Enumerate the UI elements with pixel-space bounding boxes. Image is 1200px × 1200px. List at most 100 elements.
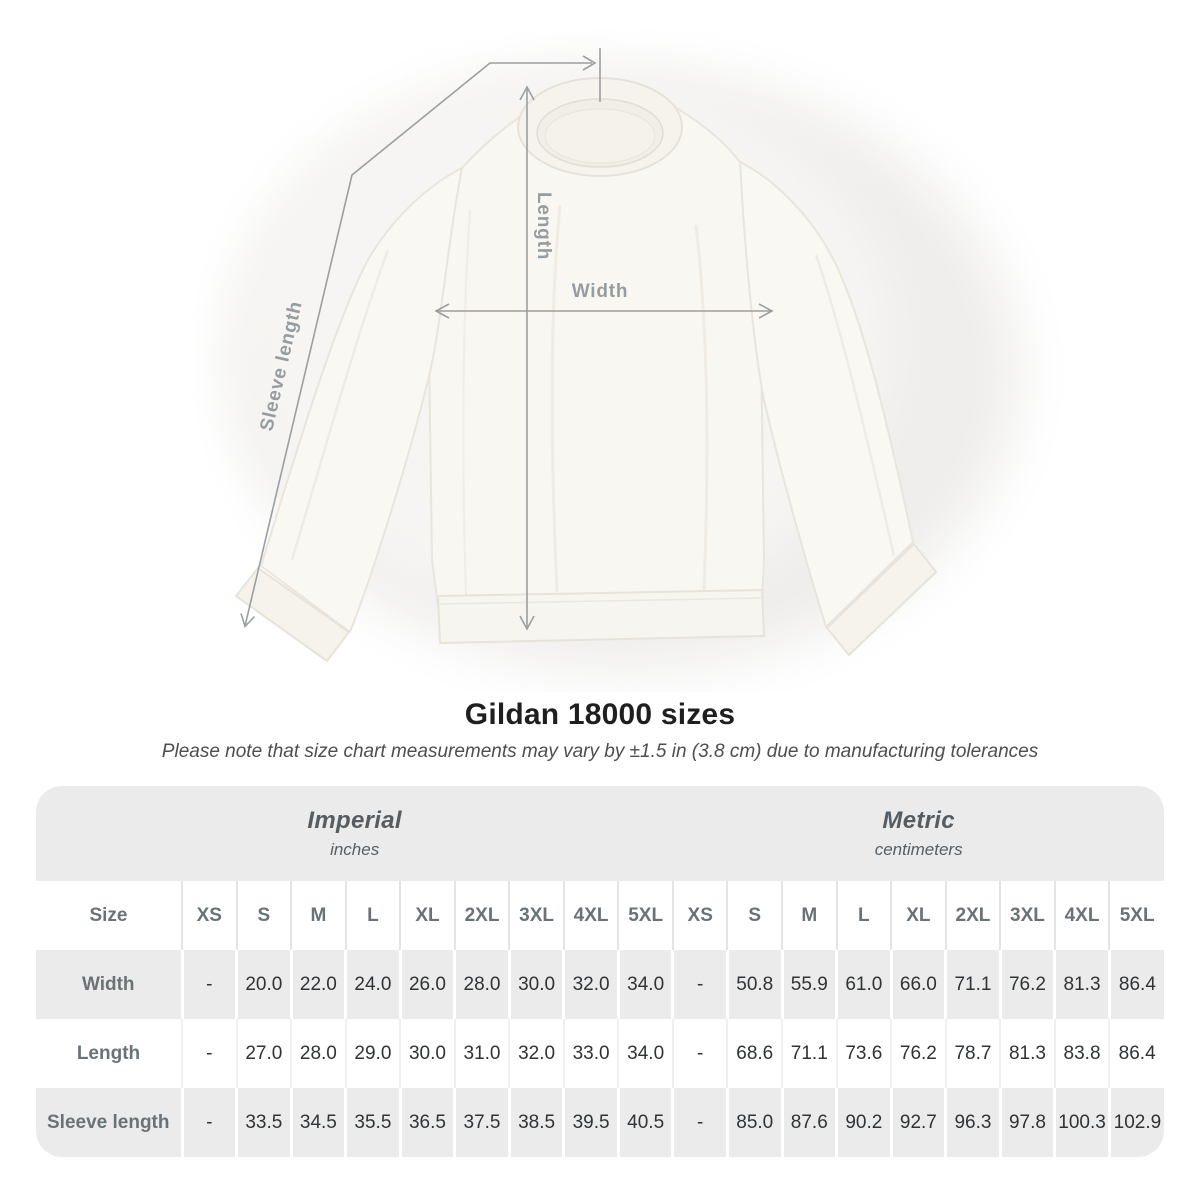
cell-imperial-2XL: 28.0 xyxy=(453,950,510,1019)
cell-metric-2XL: 78.7 xyxy=(944,1019,1001,1088)
cell-imperial-L: 35.5 xyxy=(344,1088,401,1157)
cell-metric-L: 73.6 xyxy=(835,1019,892,1088)
size-col-metric-4XL: 4XL xyxy=(1053,881,1110,950)
row-label: Length xyxy=(76,1042,141,1064)
cell-imperial-XL: 36.5 xyxy=(398,1088,455,1157)
metric-section-header: Metric centimeters xyxy=(673,786,1164,881)
size-col-metric-L: L xyxy=(835,881,892,950)
size-col-metric-XS: XS xyxy=(671,881,728,950)
cell-metric-4XL: 81.3 xyxy=(1053,950,1110,1019)
cell-metric-5XL: 102.9 xyxy=(1107,1088,1164,1157)
cell-imperial-M: 28.0 xyxy=(290,1019,346,1088)
cell-imperial-M: 22.0 xyxy=(289,950,346,1019)
cell-metric-XL: 66.0 xyxy=(889,950,946,1019)
cell-imperial-XS: - xyxy=(180,950,237,1019)
width-arrow xyxy=(434,303,774,319)
size-col-metric-XL: XL xyxy=(890,881,946,950)
cell-imperial-5XL: 34.0 xyxy=(616,950,673,1019)
metric-unit: centimeters xyxy=(874,840,963,859)
size-col-metric-M: M xyxy=(781,881,837,950)
sweatshirt-illustration: Length Width Sleeve length xyxy=(230,48,1020,672)
cell-imperial-XS: - xyxy=(180,1088,237,1157)
table-row-sleeve-length: Sleeve length -33.5 34.5 35.5 36.5 37.5 38.5 39… xyxy=(36,1088,1164,1157)
page-title: Gildan 18000 sizes xyxy=(464,698,736,731)
cell-imperial-L: 29.0 xyxy=(344,1019,401,1088)
cell-imperial-XS: - xyxy=(181,1019,237,1088)
cell-imperial-3XL: 38.5 xyxy=(507,1088,564,1157)
cell-imperial-L: 24.0 xyxy=(344,950,401,1019)
cell-metric-XS: - xyxy=(671,950,728,1019)
length-label: Length xyxy=(533,192,554,260)
size-col-imperial-M: M xyxy=(290,881,346,950)
cell-metric-3XL: 97.8 xyxy=(998,1088,1055,1157)
sweatshirt xyxy=(235,77,937,662)
size-col-metric-5XL: 5XL xyxy=(1108,881,1164,950)
cell-metric-3XL: 76.2 xyxy=(998,950,1055,1019)
cell-metric-XS: - xyxy=(671,1019,728,1088)
unit-header-band: Imperial inches Metric centimeters xyxy=(36,786,1164,881)
table-row-width: Width -20.0 22.0 24.0 26.0 28.0 30.0 32.0 34.0-5… xyxy=(36,950,1164,1019)
cell-imperial-XL: 26.0 xyxy=(398,950,455,1019)
imperial-section-header: Imperial inches xyxy=(36,786,673,881)
imperial-title: Imperial xyxy=(307,807,402,834)
cell-imperial-S: 27.0 xyxy=(235,1019,292,1088)
row-label: Width xyxy=(81,973,135,995)
cell-metric-2XL: 96.3 xyxy=(944,1088,1001,1157)
size-col-imperial-3XL: 3XL xyxy=(508,881,564,950)
size-col-metric-3XL: 3XL xyxy=(999,881,1055,950)
cell-imperial-2XL: 31.0 xyxy=(453,1019,510,1088)
size-col-metric-S: S xyxy=(726,881,783,950)
cell-imperial-4XL: 33.0 xyxy=(562,1019,619,1088)
cell-metric-S: 50.8 xyxy=(725,950,783,1019)
cell-metric-M: 71.1 xyxy=(781,1019,837,1088)
cell-metric-XS: - xyxy=(671,1088,728,1157)
size-table: Imperial inches Metric centimeters Size … xyxy=(36,786,1164,1157)
row-label: Sleeve length xyxy=(47,1111,170,1133)
size-header-cell: Size xyxy=(89,904,128,926)
cell-metric-4XL: 100.3 xyxy=(1053,1088,1110,1157)
cell-metric-L: 90.2 xyxy=(835,1088,892,1157)
tolerance-note: Please note that size chart measurements… xyxy=(161,741,1039,762)
cell-metric-4XL: 83.8 xyxy=(1053,1019,1110,1088)
size-col-imperial-L: L xyxy=(344,881,401,950)
size-header-row: Size XS S M L XL 2XL 3XL 4XL 5XL XS S M L XL 2XL 3XL 4XL… xyxy=(36,881,1164,950)
size-col-metric-2XL: 2XL xyxy=(944,881,1001,950)
cell-imperial-5XL: 34.0 xyxy=(617,1019,673,1088)
cell-imperial-2XL: 37.5 xyxy=(453,1088,510,1157)
table-body: Width -20.0 22.0 24.0 26.0 28.0 30.0 32.0 34.0-5… xyxy=(36,950,1164,1157)
cell-metric-M: 55.9 xyxy=(780,950,837,1019)
width-label: Width xyxy=(572,281,629,302)
cell-imperial-3XL: 30.0 xyxy=(507,950,564,1019)
size-col-imperial-5XL: 5XL xyxy=(617,881,673,950)
length-arrow xyxy=(519,85,535,631)
cell-metric-XL: 92.7 xyxy=(889,1088,946,1157)
size-col-imperial-S: S xyxy=(235,881,292,950)
cell-metric-3XL: 81.3 xyxy=(999,1019,1055,1088)
sleeve-length-arrow xyxy=(240,55,597,629)
cell-metric-XL: 76.2 xyxy=(890,1019,946,1088)
cell-metric-S: 85.0 xyxy=(725,1088,783,1157)
cell-imperial-XL: 30.0 xyxy=(399,1019,455,1088)
cell-metric-2XL: 71.1 xyxy=(944,950,1001,1019)
cell-imperial-3XL: 32.0 xyxy=(508,1019,564,1088)
cell-imperial-S: 33.5 xyxy=(235,1088,292,1157)
cell-imperial-5XL: 40.5 xyxy=(616,1088,673,1157)
cell-metric-M: 87.6 xyxy=(780,1088,837,1157)
size-col-imperial-2XL: 2XL xyxy=(453,881,510,950)
cell-metric-L: 61.0 xyxy=(835,950,892,1019)
size-col-imperial-4XL: 4XL xyxy=(562,881,619,950)
cell-imperial-M: 34.5 xyxy=(289,1088,346,1157)
cell-imperial-S: 20.0 xyxy=(235,950,292,1019)
size-diagram: Length Width Sleeve length xyxy=(230,48,1020,672)
metric-title: Metric xyxy=(882,807,955,834)
measurement-lines xyxy=(240,48,774,631)
size-col-imperial-XL: XL xyxy=(399,881,455,950)
imperial-unit: inches xyxy=(330,840,380,859)
cell-metric-S: 68.6 xyxy=(726,1019,783,1088)
table-row-length: Length -27.0 28.0 29.0 30.0 31.0 32.0 33.0 34.0-… xyxy=(36,1019,1164,1088)
size-col-imperial-XS: XS xyxy=(181,881,237,950)
cell-imperial-4XL: 39.5 xyxy=(562,1088,619,1157)
cell-metric-5XL: 86.4 xyxy=(1108,1019,1164,1088)
cell-metric-5XL: 86.4 xyxy=(1107,950,1164,1019)
measurements-table: Size XS S M L XL 2XL 3XL 4XL 5XL XS S M L XL 2XL 3XL 4XL… xyxy=(36,881,1164,1157)
